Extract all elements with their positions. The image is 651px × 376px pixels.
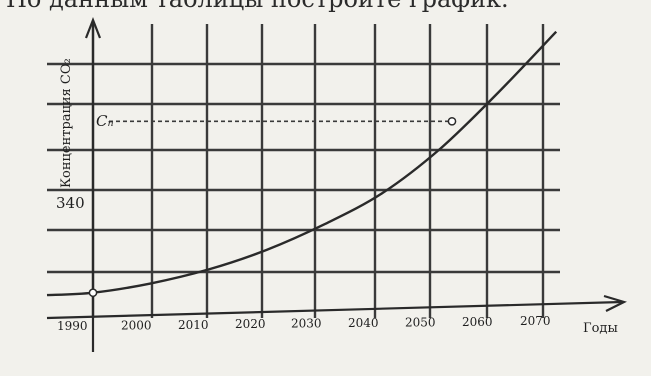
axes [46, 16, 627, 352]
grid [47, 24, 560, 318]
x-tick-label-2000: 2000 [121, 318, 152, 332]
x-tick-label-2070: 2070 [520, 314, 551, 328]
x-tick-label-2020: 2020 [235, 317, 266, 331]
series-line [46, 30, 558, 297]
x-tick-label-2050: 2050 [405, 315, 436, 329]
y-mark-label-340: 340 [56, 194, 85, 212]
y-mark-label-cs: Cₙ [96, 112, 114, 130]
highlight-point-1 [447, 116, 457, 126]
y-axis-arrow [84, 16, 102, 39]
highlight-points [88, 116, 457, 298]
x-tick-label-2010: 2010 [178, 318, 209, 332]
x-tick-labels: 1990 2000 2010 2020 2030 2040 2050 2060 2070 [57, 314, 551, 333]
x-tick-label-2040: 2040 [348, 316, 379, 330]
caption-text: По данным таблицы постройте график. [6, 0, 509, 13]
highlight-point-0 [88, 288, 98, 298]
x-axis-arrow [603, 294, 627, 312]
labels: Концентрация CO₂ Годы 340 Cₙ [56, 58, 618, 336]
x-axis-line [46, 300, 623, 320]
x-axis-label: Годы [583, 321, 618, 336]
x-tick-label-2060: 2060 [462, 315, 493, 329]
x-tick-label-2030: 2030 [291, 317, 322, 331]
y-axis-label: Концентрация CO₂ [59, 58, 74, 188]
x-tick-label-1990: 1990 [57, 319, 88, 333]
